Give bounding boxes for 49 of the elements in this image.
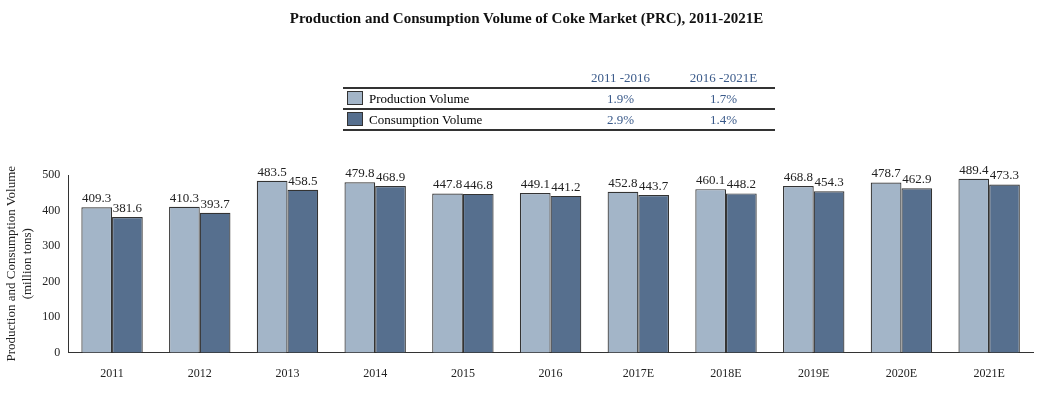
data-label: 468.8	[783, 169, 813, 184]
x-tick-label: 2021E	[973, 365, 1005, 380]
text: 1.9%	[569, 88, 672, 109]
data-label: 410.3	[169, 189, 200, 205]
data-label: 447.8	[432, 176, 463, 192]
x-tick-label: 2020E	[885, 365, 918, 380]
x-tick-label: 2014	[363, 365, 388, 380]
text: 2011 -2016	[589, 68, 652, 87]
y-tick-label: 500	[42, 167, 61, 182]
data-label: 462.9	[902, 171, 932, 187]
legend-label: Consumption Volume	[343, 109, 569, 130]
data-label: 454.3	[814, 174, 844, 190]
legend-label: Production Volume	[343, 88, 569, 109]
data-label: 381.6	[112, 199, 143, 215]
x-tick-label: 2016	[538, 365, 563, 380]
data-label: 478.7	[871, 165, 902, 181]
text: 1.7%	[672, 88, 775, 109]
data-label: 441.2	[551, 178, 581, 194]
x-tick-label: 2012	[187, 365, 212, 380]
y-tick-label: 400	[42, 202, 61, 217]
data-label: 448.2	[726, 176, 756, 192]
data-label: 468.9	[375, 168, 406, 184]
x-tick-label: 2019E	[798, 365, 830, 380]
data-label: 449.1	[520, 176, 550, 191]
x-tick-label: 2013	[275, 365, 300, 380]
data-label: 409.3	[82, 190, 112, 206]
data-label: 489.4	[959, 161, 989, 177]
x-tick-label: 2011	[100, 365, 124, 380]
x-tick-label: 2017E	[622, 365, 654, 380]
data-label: 393.7	[200, 195, 231, 211]
text: 1.4%	[672, 109, 775, 130]
data-label: 479.8	[345, 165, 375, 181]
text: 2.9%	[569, 109, 672, 130]
data-label: 473.3	[989, 167, 1020, 183]
y-tick-label: 100	[42, 309, 61, 324]
data-label: 483.5	[257, 163, 287, 179]
y-tick-label: 0	[54, 344, 61, 359]
text: 2016 -2021E	[688, 68, 759, 87]
data-label: 458.5	[288, 172, 318, 188]
y-axis-title: Production and Consumption Volume (million tons)	[3, 165, 34, 362]
x-tick-label: 2015	[450, 365, 475, 380]
y-tick-label: 200	[42, 273, 61, 288]
data-label: 460.1	[696, 172, 726, 188]
x-tick-label: 2018E	[710, 365, 742, 380]
y-tick-label: 300	[42, 238, 61, 253]
data-label: 446.8	[463, 176, 493, 192]
data-label: 443.7	[639, 177, 669, 193]
data-label: 452.8	[608, 174, 638, 190]
chart-title: Production and Consumption Volume of Coke Market (PRC), 2011-2021E	[288, 10, 765, 27]
